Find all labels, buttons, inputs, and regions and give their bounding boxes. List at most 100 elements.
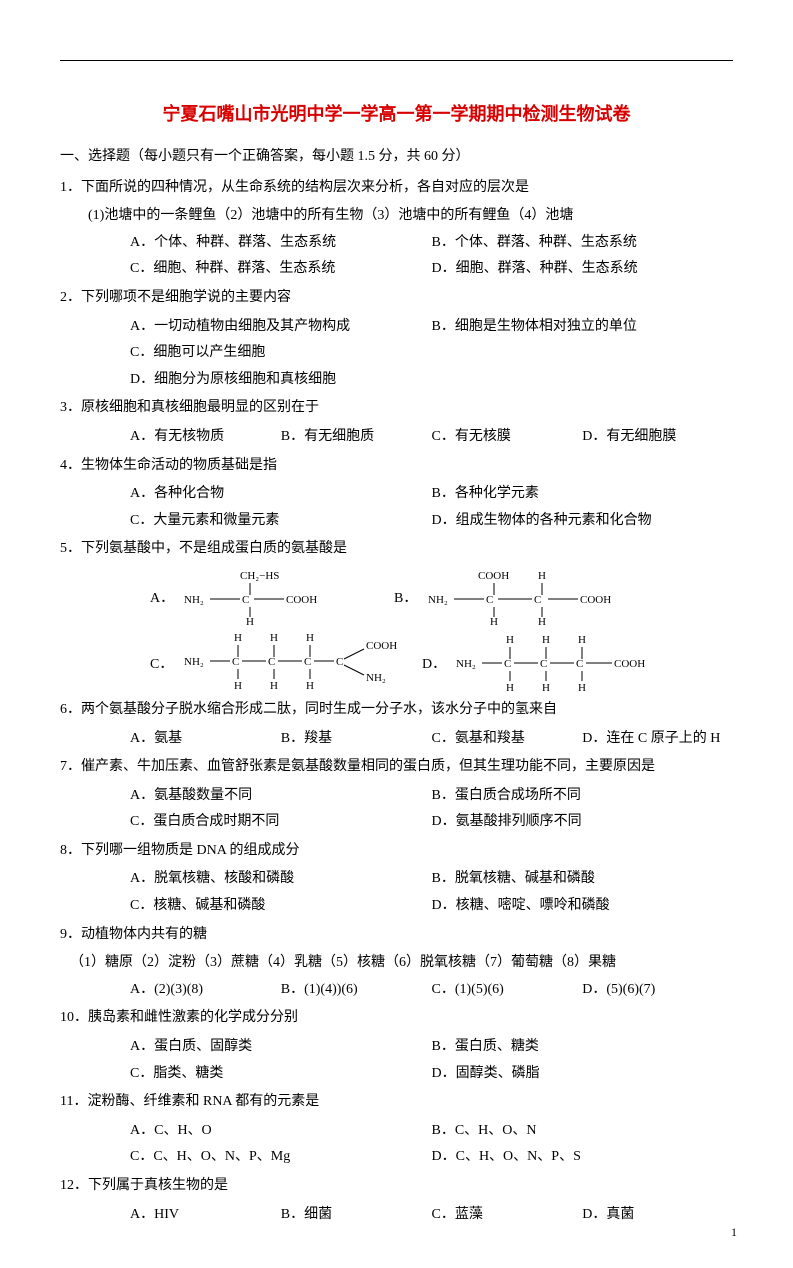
q11-options: A．C、H、O B．C、H、O、N C．C、H、O、N、P、Mg D．C、H、O…: [130, 1118, 733, 1171]
svg-text:H: H: [578, 634, 586, 646]
q2-stem: 2．下列哪项不是细胞学说的主要内容: [60, 285, 733, 312]
q10-opt-a: A．蛋白质、固醇类: [130, 1034, 432, 1061]
q5-chem-row-2: C． H H H NH₂ C C C C: [90, 631, 733, 695]
q5-label-d: D．: [422, 653, 456, 673]
q2-opt-a: A．一切动植物由细胞及其产物构成: [130, 314, 432, 341]
q1-options: A．个体、种群、群落、生态系统 B．个体、群落、种群、生态系统 C．细胞、种群、…: [130, 230, 733, 283]
q8-opt-a: A．脱氧核糖、核酸和磷酸: [130, 866, 432, 893]
q1-stem: 1．下面所说的四种情况，从生命系统的结构层次来分析，各自对应的层次是: [60, 175, 733, 202]
q2-options2: C．细胞可以产生细胞 D．细胞分为原核细胞和真核细胞: [130, 340, 733, 393]
q8-options: A．脱氧核糖、核酸和磷酸 B．脱氧核糖、碱基和磷酸 C．核糖、碱基和磷酸 D．核…: [130, 866, 733, 919]
q3-opt-a: A．有无核物质: [130, 424, 281, 451]
svg-text:NH₂: NH₂: [184, 594, 204, 606]
q4-opt-d: D．组成生物体的各种元素和化合物: [432, 508, 734, 535]
q8-opt-c: C．核糖、碱基和磷酸: [130, 893, 432, 920]
svg-text:CH₂−HS: CH₂−HS: [240, 570, 279, 582]
section-header: 一、选择题（每小题只有一个正确答案，每小题 1.5 分，共 60 分）: [60, 144, 733, 171]
q5-label-a: A．: [150, 587, 184, 607]
q5-structure-c: H H H NH₂ C C C C COOH: [184, 631, 404, 695]
q5-chem-row-1: A． CH₂−HS NH₂ C COOH H B．: [90, 569, 733, 625]
svg-text:NH₂: NH₂: [184, 656, 204, 668]
q6-opt-b: B．羧基: [281, 726, 432, 753]
q3-opt-c: C．有无核膜: [432, 424, 583, 451]
q7-opt-c: C．蛋白质合成时期不同: [130, 809, 432, 836]
q4-opt-b: B．各种化学元素: [432, 481, 734, 508]
q10-stem: 10．胰岛素和雌性激素的化学成分分别: [60, 1005, 733, 1032]
q7-stem: 7．催产素、牛加压素、血管舒张素是氨基酸数量相同的蛋白质，但其生理功能不同，主要…: [60, 754, 733, 781]
q10-opt-b: B．蛋白质、糖类: [432, 1034, 734, 1061]
svg-text:C: C: [540, 658, 547, 670]
svg-text:C: C: [576, 658, 583, 670]
q6-opt-c: C．氨基和羧基: [432, 726, 583, 753]
q9-stem: 9．动植物体内共有的糖: [60, 922, 733, 949]
svg-text:H: H: [234, 680, 242, 692]
svg-text:H: H: [270, 632, 278, 644]
q6-options: A．氨基 B．羧基 C．氨基和羧基 D．连在 C 原子上的 H: [130, 726, 733, 753]
svg-text:H: H: [234, 632, 242, 644]
q1-opt-c: C．细胞、种群、群落、生态系统: [130, 256, 432, 283]
svg-text:NH₂: NH₂: [428, 594, 448, 606]
q12-opt-d: D．真菌: [582, 1202, 733, 1229]
q10-opt-c: C．脂类、糖类: [130, 1061, 432, 1088]
q2-options: A．一切动植物由细胞及其产物构成 B．细胞是生物体相对独立的单位: [130, 314, 733, 341]
q9-options: A．(2)(3)(8) B．(1)(4))(6) C．(1)(5)(6) D．(…: [130, 977, 733, 1004]
q5-structure-b: COOH H NH₂ C C COOH H H: [428, 569, 628, 625]
svg-text:H: H: [542, 682, 550, 693]
svg-text:COOH: COOH: [366, 640, 397, 652]
svg-text:H: H: [306, 680, 314, 692]
svg-text:H: H: [490, 616, 498, 625]
q5-stem: 5．下列氨基酸中，不是组成蛋白质的氨基酸是: [60, 536, 733, 563]
svg-text:COOH: COOH: [614, 658, 645, 670]
q5-label-c: C．: [150, 653, 184, 673]
svg-text:H: H: [270, 680, 278, 692]
svg-text:COOH: COOH: [478, 570, 509, 582]
q8-opt-d: D．核糖、嘧啶、嘌呤和磷酸: [432, 893, 734, 920]
svg-text:C: C: [268, 656, 275, 668]
q3-opt-d: D．有无细胞膜: [582, 424, 733, 451]
q10-opt-d: D．固醇类、磷脂: [432, 1061, 734, 1088]
q9-opt-a: A．(2)(3)(8): [130, 977, 281, 1004]
q2-opt-b: B．细胞是生物体相对独立的单位: [432, 314, 734, 341]
svg-text:COOH: COOH: [580, 594, 611, 606]
q5-structure-a: CH₂−HS NH₂ C COOH H: [184, 569, 334, 625]
q1-opt-a: A．个体、种群、群落、生态系统: [130, 230, 432, 257]
horizontal-rule: [60, 60, 733, 61]
q7-opt-d: D．氨基酸排列顺序不同: [432, 809, 734, 836]
q6-stem: 6．两个氨基酸分子脱水缩合形成二肽，同时生成一分子水，该水分子中的氢来自: [60, 697, 733, 724]
svg-text:H: H: [246, 616, 254, 625]
svg-text:COOH: COOH: [286, 594, 317, 606]
q11-opt-c: C．C、H、O、N、P、Mg: [130, 1144, 432, 1171]
svg-text:C: C: [304, 656, 311, 668]
q3-stem: 3．原核细胞和真核细胞最明显的区别在于: [60, 395, 733, 422]
q3-options: A．有无核物质 B．有无细胞质 C．有无核膜 D．有无细胞膜: [130, 424, 733, 451]
svg-text:H: H: [306, 632, 314, 644]
q12-opt-a: A．HIV: [130, 1202, 281, 1229]
svg-text:H: H: [542, 634, 550, 646]
q7-opt-a: A．氨基酸数量不同: [130, 783, 432, 810]
q8-opt-b: B．脱氧核糖、碱基和磷酸: [432, 866, 734, 893]
svg-text:C: C: [242, 594, 249, 606]
q5-label-b: B．: [394, 587, 428, 607]
q4-opt-a: A．各种化合物: [130, 481, 432, 508]
q11-stem: 11．淀粉酶、纤维素和 RNA 都有的元素是: [60, 1089, 733, 1116]
svg-text:C: C: [486, 594, 493, 606]
q4-opt-c: C．大量元素和微量元素: [130, 508, 432, 535]
svg-text:NH₂: NH₂: [366, 672, 386, 684]
q12-stem: 12．下列属于真核生物的是: [60, 1173, 733, 1200]
q11-opt-d: D．C、H、O、N、P、S: [432, 1144, 734, 1171]
svg-text:C: C: [534, 594, 541, 606]
page-number: 1: [731, 1225, 737, 1240]
q12-options: A．HIV B．细菌 C．蓝藻 D．真菌: [130, 1202, 733, 1229]
q9-sub: （1）糖原（2）淀粉（3）蔗糖（4）乳糖（5）核糖（6）脱氧核糖（7）葡萄糖（8…: [70, 950, 733, 977]
q6-opt-d: D．连在 C 原子上的 H: [582, 726, 733, 753]
q2-opt-d: D．细胞分为原核细胞和真核细胞: [130, 367, 733, 394]
svg-text:H: H: [578, 682, 586, 693]
q9-opt-b: B．(1)(4))(6): [281, 977, 432, 1004]
svg-text:H: H: [538, 616, 546, 625]
q12-opt-c: C．蓝藻: [432, 1202, 583, 1229]
svg-text:H: H: [538, 570, 546, 582]
svg-text:H: H: [506, 682, 514, 693]
q5-structure-d: H H H NH₂ C C C COOH: [456, 633, 676, 693]
q1-opt-b: B．个体、群落、种群、生态系统: [432, 230, 734, 257]
q9-opt-c: C．(1)(5)(6): [432, 977, 583, 1004]
